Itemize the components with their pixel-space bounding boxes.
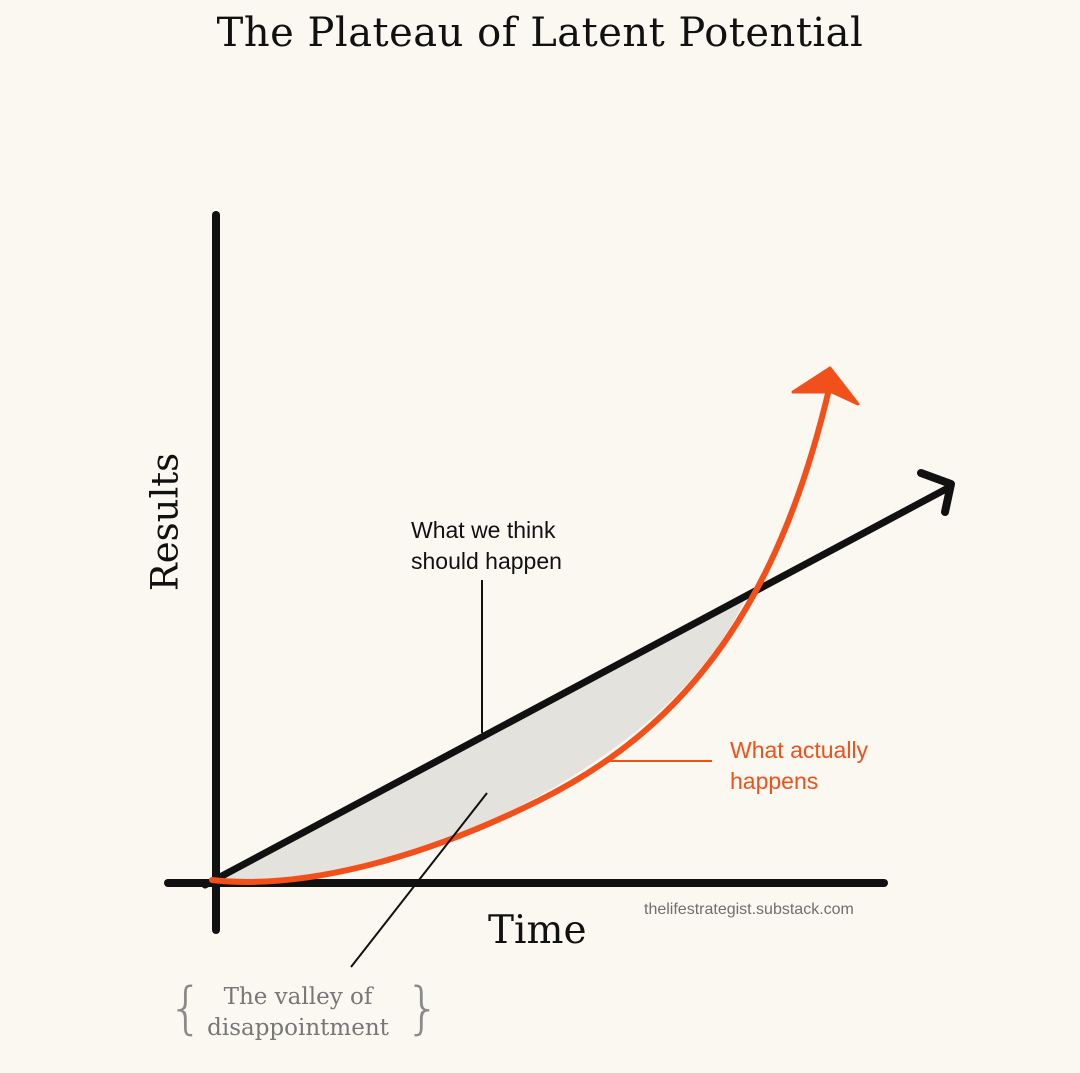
expected-growth-line: [201, 484, 952, 889]
valley-annotation-text: The valley of disappointment: [194, 982, 402, 1044]
actual-growth-curve: [209, 382, 833, 885]
x-axis-label: Time: [488, 908, 587, 953]
right-brace: }: [405, 976, 441, 1041]
actual-annotation-line2: happens: [730, 768, 819, 794]
actual-annotation-line1: What actually: [730, 737, 869, 763]
source-credit: thelifestrategist.substack.com: [644, 901, 854, 918]
valley-annotation-line1: The valley of: [223, 984, 373, 1010]
actual-annotation: What actually happens: [730, 735, 868, 797]
expected-annotation: What we think should happen: [411, 515, 562, 577]
expected-annotation-line2: should happen: [411, 548, 562, 574]
valley-annotation-line2: disappointment: [207, 1015, 389, 1041]
left-brace: {: [168, 976, 204, 1041]
y-axis-label: Results: [143, 452, 187, 592]
expected-annotation-line1: What we think: [411, 517, 556, 543]
valley-leader-line: [350, 792, 488, 968]
diagram-title: The Plateau of Latent Potential: [216, 10, 864, 56]
valley-annotation: { The valley of disappointment }: [168, 976, 441, 1048]
expected-arrow-head: [917, 469, 955, 516]
actual-arrow-head: [791, 366, 860, 406]
